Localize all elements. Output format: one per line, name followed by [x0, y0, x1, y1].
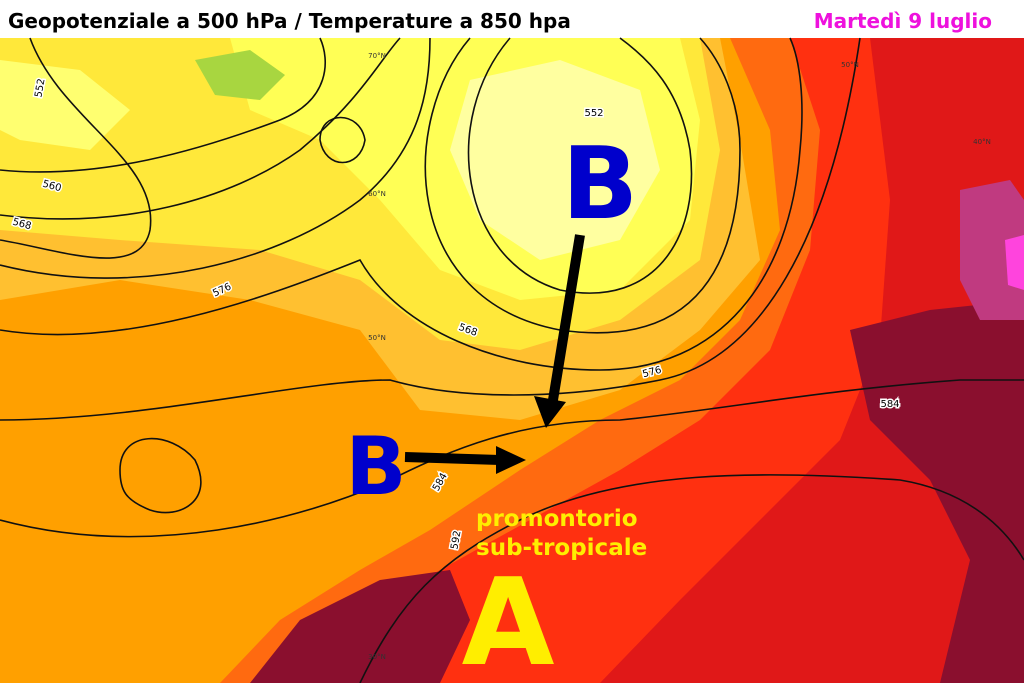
- geopotential-contours: [0, 37, 1024, 683]
- low-pressure-label: B: [562, 125, 638, 242]
- contour-label: 584: [880, 399, 899, 410]
- arrows: [404, 234, 585, 474]
- latitude-label: 30°N: [368, 653, 386, 661]
- low-pressure-label: B: [346, 420, 407, 513]
- contour-label: 592: [449, 530, 463, 551]
- contour-label: 552: [584, 108, 603, 119]
- high-pressure-label: A: [462, 554, 555, 683]
- caption: sub-tropicale: [476, 535, 647, 561]
- map-title: Geopotenziale a 500 hPa / Temperature a …: [8, 9, 571, 33]
- header-bar: [0, 0, 1024, 38]
- latitude-label: 50°N: [368, 334, 386, 342]
- latitude-label: 40°N: [973, 138, 991, 146]
- caption: promontorio: [476, 506, 638, 532]
- latitude-label: 60°N: [368, 190, 386, 198]
- latitude-label: 50°N: [841, 61, 859, 69]
- map-date: Martedì 9 luglio: [814, 9, 992, 33]
- latitude-label: 70°N: [368, 52, 386, 60]
- contour-label: 552: [33, 78, 47, 99]
